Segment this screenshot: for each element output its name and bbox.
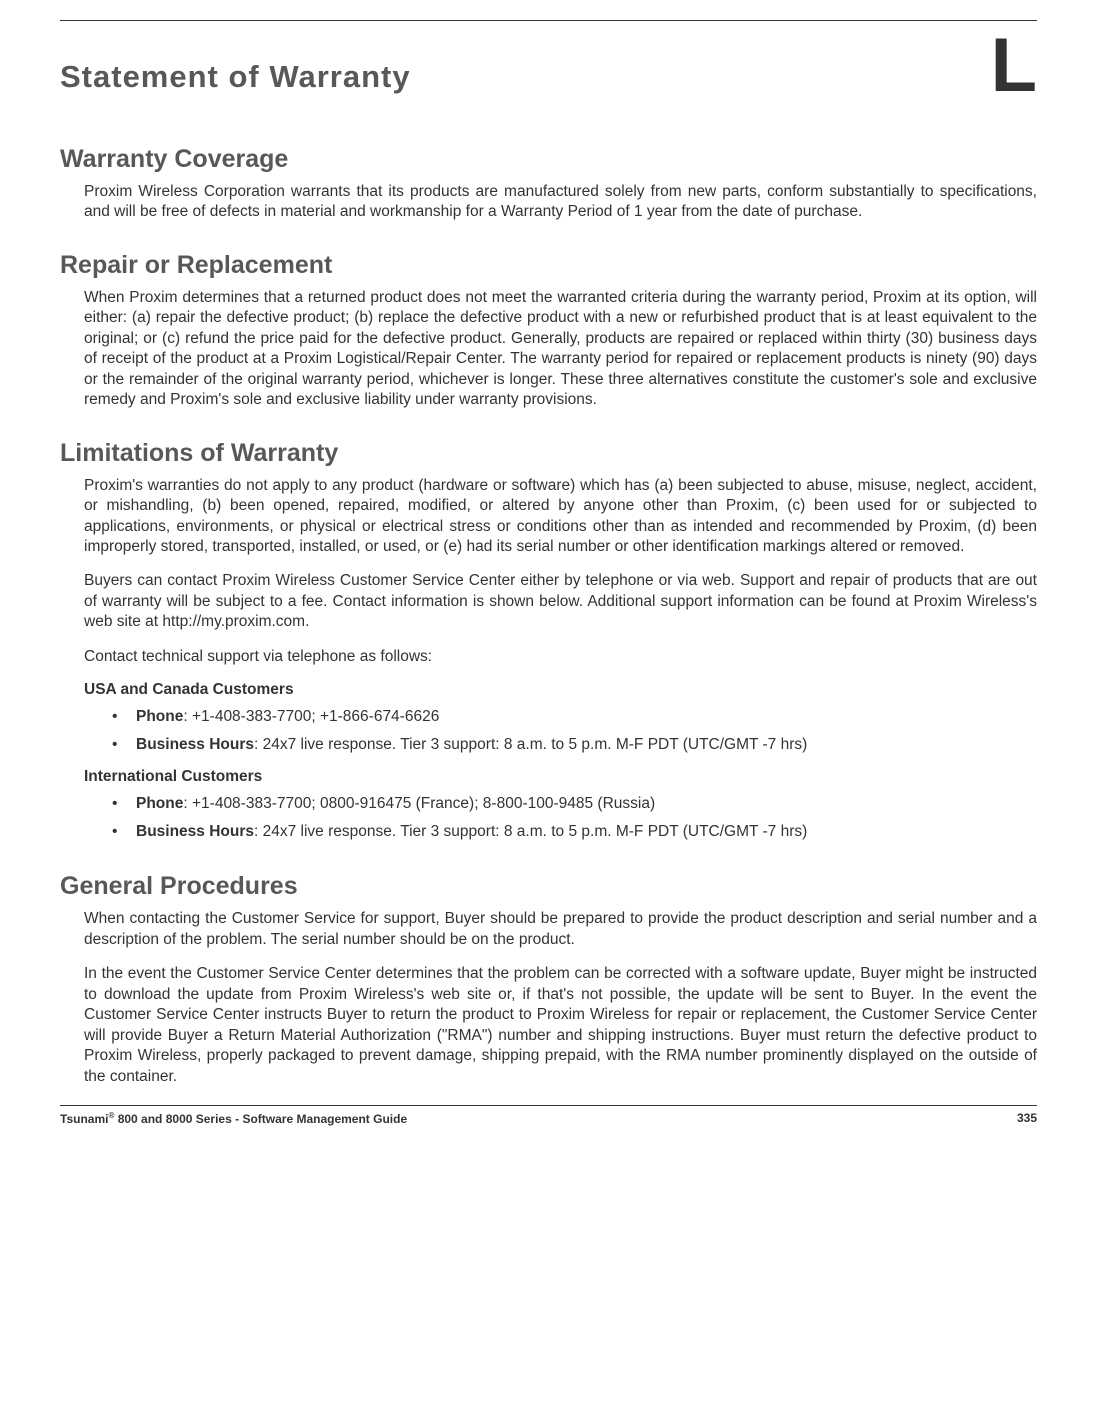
body-coverage: Proxim Wireless Corporation warrants tha… [84,182,1037,223]
body-repair: When Proxim determines that a returned p… [84,288,1037,411]
usa-phone-value: : +1-408-383-7700; +1-866-674-6626 [183,708,439,725]
limitations-p2: Buyers can contact Proxim Wireless Custo… [84,571,1037,632]
usa-contact-list: Phone: +1-408-383-7700; +1-866-674-6626 … [84,705,1037,758]
intl-hours-label: Business Hours [136,823,254,840]
general-p1: When contacting the Customer Service for… [84,909,1037,950]
body-limitations: Proxim's warranties do not apply to any … [84,476,1037,845]
intl-customers-heading: International Customers [84,768,1037,786]
usa-customers-heading: USA and Canada Customers [84,681,1037,699]
document-page: L Statement of Warranty Warranty Coverag… [0,0,1097,1146]
intl-hours-value: : 24x7 live response. Tier 3 support: 8 … [254,823,807,840]
footer-subtitle: 800 and 8000 Series - Software Managemen… [114,1112,407,1126]
usa-hours-item: Business Hours: 24x7 live response. Tier… [112,733,1037,758]
footer-page-number: 335 [1017,1111,1037,1126]
support-link[interactable]: http://my.proxim.com [162,613,305,630]
intl-hours-item: Business Hours: 24x7 live response. Tier… [112,820,1037,845]
usa-phone-item: Phone: +1-408-383-7700; +1-866-674-6626 [112,705,1037,730]
heading-general: General Procedures [60,872,1037,901]
limitations-p2-post: . [305,613,309,630]
limitations-p1: Proxim's warranties do not apply to any … [84,476,1037,558]
footer-brand: Tsunami [60,1112,108,1126]
body-general: When contacting the Customer Service for… [84,909,1037,1087]
repair-p1: When Proxim determines that a returned p… [84,288,1037,411]
appendix-letter: L [991,28,1037,104]
heading-coverage: Warranty Coverage [60,145,1037,174]
usa-hours-label: Business Hours [136,736,254,753]
main-title: Statement of Warranty [60,59,1037,95]
coverage-p1: Proxim Wireless Corporation warrants tha… [84,182,1037,223]
intl-phone-value: : +1-408-383-7700; 0800-916475 (France);… [183,795,655,812]
usa-hours-value: : 24x7 live response. Tier 3 support: 8 … [254,736,807,753]
intl-phone-label: Phone [136,795,183,812]
intl-phone-item: Phone: +1-408-383-7700; 0800-916475 (Fra… [112,792,1037,817]
heading-limitations: Limitations of Warranty [60,439,1037,468]
page-footer: Tsunami® 800 and 8000 Series - Software … [60,1105,1037,1126]
usa-phone-label: Phone [136,708,183,725]
general-p2: In the event the Customer Service Center… [84,964,1037,1087]
limitations-p3: Contact technical support via telephone … [84,647,1037,667]
intl-contact-list: Phone: +1-408-383-7700; 0800-916475 (Fra… [84,792,1037,845]
heading-repair: Repair or Replacement [60,251,1037,280]
top-rule [60,20,1037,21]
footer-left: Tsunami® 800 and 8000 Series - Software … [60,1111,407,1126]
